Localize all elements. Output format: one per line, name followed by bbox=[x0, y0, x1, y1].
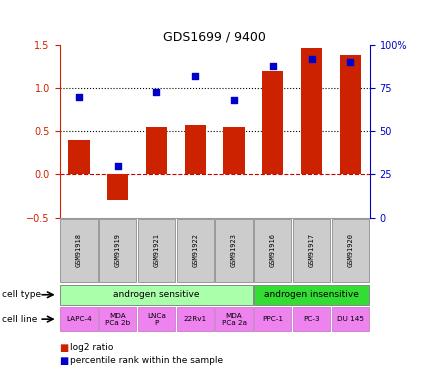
Bar bbox=[60, 285, 252, 304]
Point bbox=[192, 73, 198, 79]
Bar bbox=[254, 219, 292, 282]
Point bbox=[347, 59, 354, 65]
Bar bbox=[293, 307, 330, 331]
Bar bbox=[177, 307, 214, 331]
Point bbox=[114, 163, 121, 169]
Bar bbox=[60, 219, 97, 282]
Text: log2 ratio: log2 ratio bbox=[70, 344, 113, 352]
Bar bbox=[146, 127, 167, 174]
Title: GDS1699 / 9400: GDS1699 / 9400 bbox=[163, 31, 266, 44]
Point bbox=[76, 94, 82, 100]
Bar bbox=[68, 140, 90, 174]
Text: GSM91920: GSM91920 bbox=[347, 233, 353, 267]
Bar bbox=[262, 71, 283, 174]
Text: GSM91918: GSM91918 bbox=[76, 233, 82, 267]
Point bbox=[269, 63, 276, 69]
Bar bbox=[332, 219, 369, 282]
Text: GSM91917: GSM91917 bbox=[309, 233, 314, 267]
Text: androgen sensitive: androgen sensitive bbox=[113, 290, 200, 299]
Bar bbox=[177, 219, 214, 282]
Text: MDA
PCa 2b: MDA PCa 2b bbox=[105, 313, 130, 326]
Bar bbox=[215, 307, 252, 331]
Text: PC-3: PC-3 bbox=[303, 316, 320, 322]
Point bbox=[153, 88, 160, 94]
Point bbox=[231, 97, 238, 103]
Text: GSM91923: GSM91923 bbox=[231, 233, 237, 267]
Bar bbox=[254, 285, 369, 304]
Bar bbox=[60, 307, 97, 331]
Text: GSM91916: GSM91916 bbox=[270, 233, 276, 267]
Bar bbox=[301, 48, 322, 174]
Point bbox=[308, 56, 315, 62]
Bar bbox=[332, 307, 369, 331]
Text: PPC-1: PPC-1 bbox=[262, 316, 283, 322]
Bar bbox=[224, 127, 245, 174]
Text: ■: ■ bbox=[60, 356, 69, 366]
Bar bbox=[99, 219, 136, 282]
Text: 22Rv1: 22Rv1 bbox=[184, 316, 207, 322]
Text: DU 145: DU 145 bbox=[337, 316, 364, 322]
Text: GSM91921: GSM91921 bbox=[153, 233, 159, 267]
Bar bbox=[215, 219, 252, 282]
Bar bbox=[99, 307, 136, 331]
Text: percentile rank within the sample: percentile rank within the sample bbox=[70, 356, 223, 365]
Text: GSM91919: GSM91919 bbox=[115, 233, 121, 267]
Bar bbox=[138, 307, 175, 331]
Text: ■: ■ bbox=[60, 343, 69, 353]
Text: cell line: cell line bbox=[2, 315, 37, 324]
Bar bbox=[340, 56, 361, 174]
Text: LAPC-4: LAPC-4 bbox=[66, 316, 92, 322]
Text: GSM91922: GSM91922 bbox=[192, 233, 198, 267]
Bar bbox=[107, 174, 128, 200]
Bar bbox=[138, 219, 175, 282]
Text: LNCa
P: LNCa P bbox=[147, 313, 166, 326]
Text: cell type: cell type bbox=[2, 290, 41, 299]
Text: androgen insensitive: androgen insensitive bbox=[264, 290, 359, 299]
Bar bbox=[254, 307, 292, 331]
Text: MDA
PCa 2a: MDA PCa 2a bbox=[221, 313, 246, 326]
Bar bbox=[293, 219, 330, 282]
Bar bbox=[184, 125, 206, 174]
